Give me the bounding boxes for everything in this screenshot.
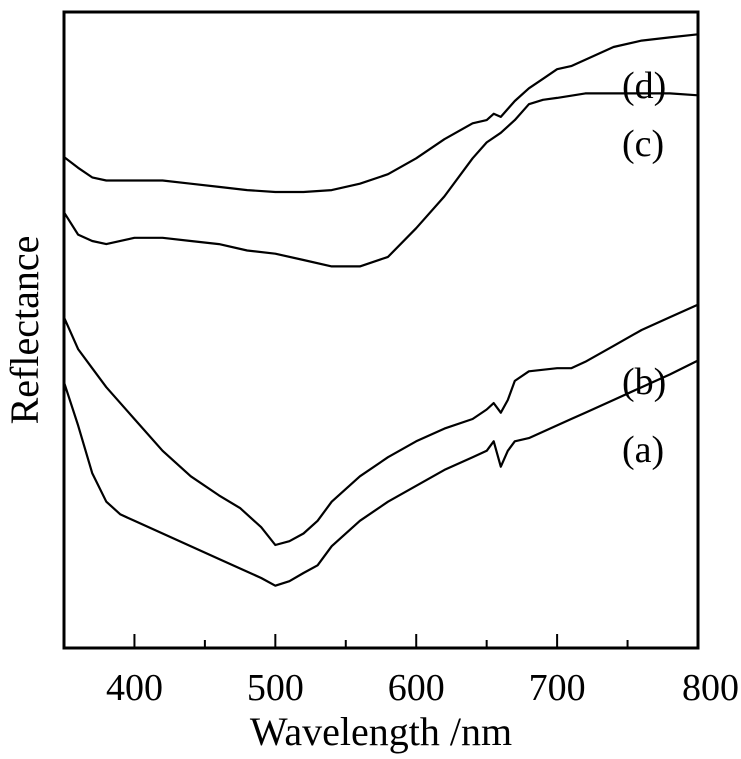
y-axis-title: Reflectance <box>2 236 47 425</box>
series-line-b <box>62 303 699 547</box>
plot-frame <box>62 10 700 650</box>
x-tick-label-600: 600 <box>388 667 445 709</box>
x-tick-label-800: 800 <box>682 667 739 709</box>
x-tick-label-500: 500 <box>247 667 304 709</box>
series-label-c: (c) <box>622 123 664 165</box>
series-label-a: (a) <box>622 429 664 471</box>
series-line-a <box>62 359 699 587</box>
series-line-d <box>63 33 699 194</box>
x-tick-label-700: 700 <box>529 667 586 709</box>
series-line-c <box>63 92 699 268</box>
series-label-b: (b) <box>622 361 666 403</box>
series-label-d: (d) <box>622 65 666 107</box>
x-ticks: 400 500 600 700 800 <box>106 634 739 709</box>
x-tick-label-400: 400 <box>106 667 163 709</box>
series-layer <box>62 33 699 587</box>
x-axis-title: Wavelength /nm <box>250 709 512 754</box>
